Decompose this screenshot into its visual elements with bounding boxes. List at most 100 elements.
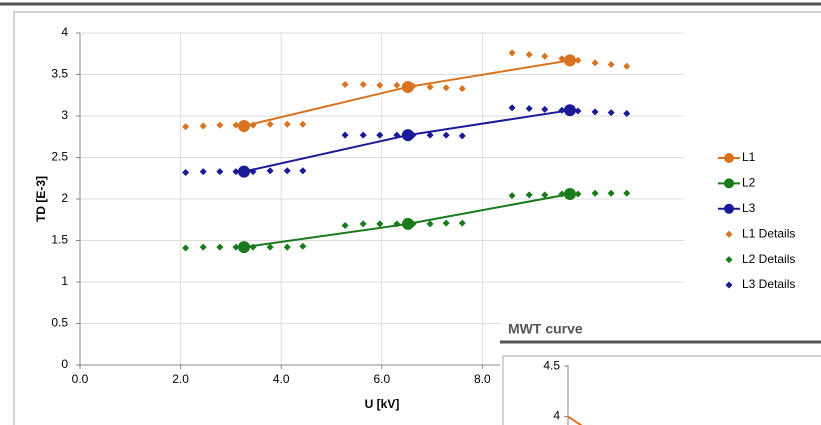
point <box>401 217 414 230</box>
legend-label: L3 <box>742 201 756 215</box>
detail-point <box>442 131 450 139</box>
detail-point <box>182 168 190 176</box>
detail-point <box>232 121 240 129</box>
detail-point <box>299 167 307 175</box>
panel-border <box>502 355 821 425</box>
legend-marker <box>725 281 733 289</box>
detail-point <box>623 189 631 197</box>
detail-point <box>376 81 384 89</box>
point <box>237 165 250 178</box>
x-tick-label: 4.0 <box>273 372 290 386</box>
detail-point <box>266 120 274 128</box>
x-tick-label: 2.0 <box>172 372 189 386</box>
legend-marker <box>724 153 734 163</box>
x-tick-label: 0.0 <box>72 372 89 386</box>
detail-point <box>232 168 240 176</box>
detail-point <box>283 167 291 175</box>
y-tick-label: 1 <box>61 274 68 288</box>
detail-point <box>591 59 599 67</box>
panel-border <box>13 11 821 425</box>
detail-point <box>359 80 367 88</box>
detail-point <box>409 131 417 139</box>
detail-point <box>199 122 207 130</box>
y-tick-label: 4.5 <box>543 358 560 372</box>
detail-point <box>299 120 307 128</box>
detail-point <box>266 167 274 175</box>
detail-point <box>341 80 349 88</box>
detail-point <box>359 131 367 139</box>
detail-point <box>623 110 631 118</box>
point <box>563 188 576 201</box>
x-axis-title: U [kV] <box>365 397 400 411</box>
legend-label: L2 Details <box>742 252 795 266</box>
detail-point <box>607 61 615 69</box>
detail-point <box>299 242 307 250</box>
legend-marker <box>724 178 734 189</box>
detail-point <box>426 220 434 228</box>
x-tick-label: 8.0 <box>474 372 491 386</box>
detail-point <box>249 121 257 129</box>
y-tick-label: 2 <box>61 191 68 205</box>
point <box>563 54 576 67</box>
detail-point <box>426 83 434 91</box>
detail-point <box>426 131 434 139</box>
detail-point <box>458 219 466 227</box>
detail-point <box>623 62 631 70</box>
detail-point <box>341 131 349 139</box>
point <box>401 80 414 93</box>
detail-point <box>283 120 291 128</box>
detail-point <box>283 243 291 251</box>
detail-point <box>216 121 224 129</box>
y-tick-label: 2.5 <box>51 150 68 164</box>
detail-point <box>409 82 417 90</box>
detail-point <box>249 243 257 251</box>
detail-point <box>442 219 450 227</box>
legend-marker <box>725 230 733 238</box>
y-tick-label: 0 <box>61 357 68 371</box>
detail-point <box>182 123 190 131</box>
detail-point <box>574 190 582 198</box>
detail-point <box>216 168 224 176</box>
legend-marker <box>724 203 734 214</box>
y-tick-label: 4 <box>61 25 68 39</box>
detail-point <box>393 81 401 89</box>
legend-label: L1 <box>742 150 756 164</box>
detail-point <box>199 243 207 251</box>
detail-point <box>216 243 224 251</box>
detail-point <box>525 105 533 113</box>
detail-point <box>574 56 582 64</box>
detail-point <box>541 52 549 60</box>
detail-point <box>393 220 401 228</box>
detail-point <box>508 104 516 112</box>
detail-point <box>574 107 582 115</box>
y-tick-label: 3 <box>61 108 68 122</box>
detail-point <box>359 220 367 228</box>
detail-point <box>232 243 240 251</box>
detail-point <box>558 55 566 63</box>
detail-point <box>508 192 516 200</box>
detail-point <box>442 84 450 92</box>
detail-point <box>458 85 466 93</box>
detail-point <box>541 105 549 113</box>
detail-point <box>341 222 349 230</box>
point <box>401 129 414 142</box>
detail-point <box>458 132 466 140</box>
detail-point <box>558 190 566 198</box>
detail-point <box>508 49 516 57</box>
detail-point <box>393 131 401 139</box>
y-tick-label: 3.5 <box>51 67 68 81</box>
detail-point <box>541 191 549 199</box>
detail-point <box>376 220 384 228</box>
point <box>237 241 250 254</box>
legend-label: L3 Details <box>742 277 795 291</box>
detail-point <box>182 244 190 252</box>
legend-label: L2 <box>742 176 756 190</box>
detail-point <box>376 131 384 139</box>
detail-point <box>199 168 207 176</box>
point <box>563 104 576 117</box>
legend-label: L1 Details <box>742 226 795 240</box>
detail-point <box>525 51 533 59</box>
detail-point <box>607 109 615 117</box>
detail-point <box>266 243 274 251</box>
